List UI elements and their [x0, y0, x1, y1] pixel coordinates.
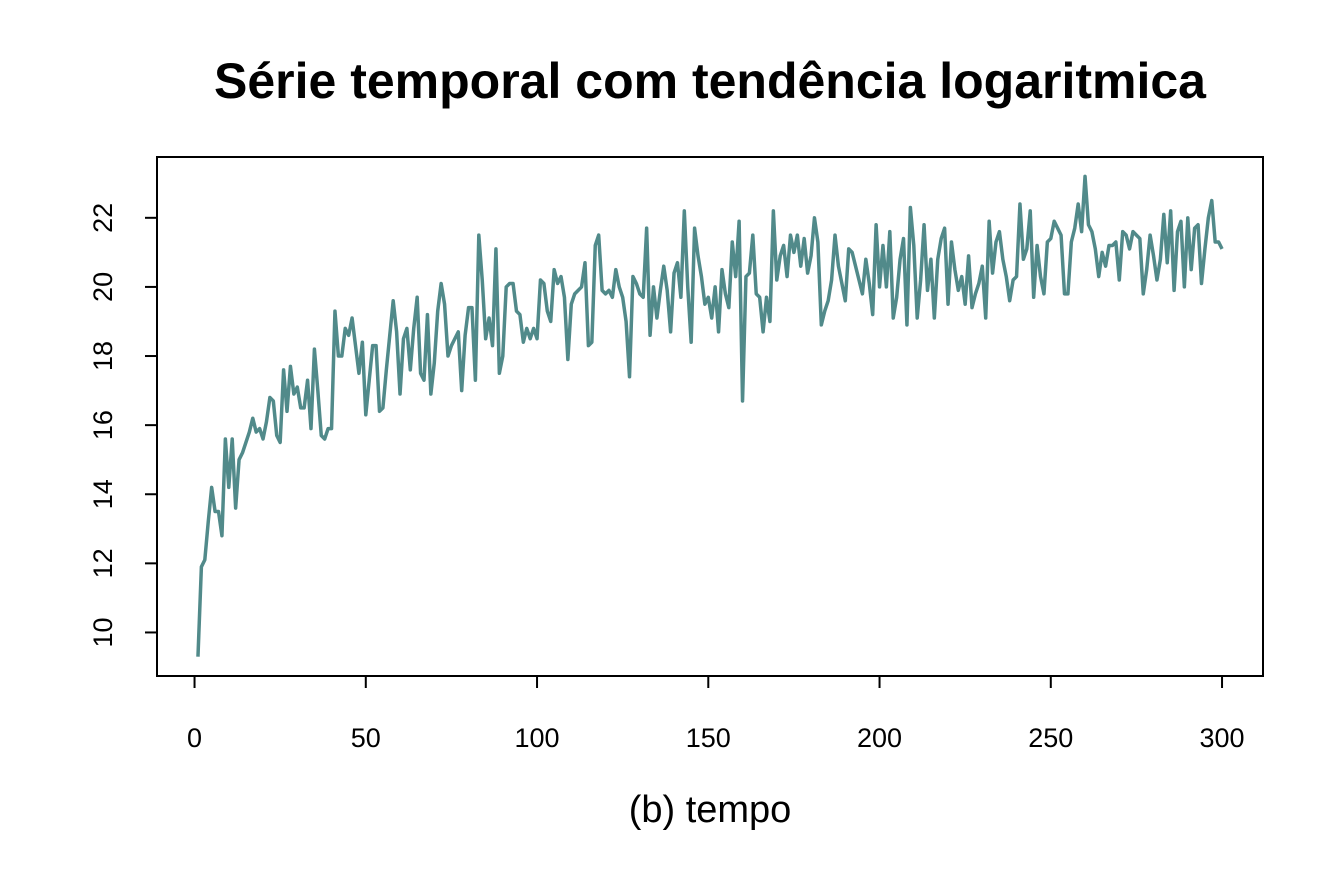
y-tick-label: 18 [88, 341, 118, 371]
x-tick-label: 150 [686, 723, 731, 753]
x-tick-label: 250 [1028, 723, 1073, 753]
y-tick-label: 20 [88, 272, 118, 302]
y-tick-label: 16 [88, 410, 118, 440]
plot-box [156, 156, 1264, 677]
x-tick-label: 0 [187, 723, 202, 753]
y-tick-label: 22 [88, 203, 118, 233]
x-tick-label: 50 [351, 723, 381, 753]
y-tick-label: 14 [88, 479, 118, 509]
x-tick-label: 300 [1200, 723, 1245, 753]
x-tick-label: 200 [857, 723, 902, 753]
chart-title: Série temporal com tendência logaritmica [214, 53, 1207, 109]
series-line [196, 174, 1224, 657]
y-tick-label: 12 [88, 548, 118, 578]
x-axis-label: (b) tempo [629, 789, 792, 831]
y-tick-label: 10 [88, 617, 118, 647]
x-tick-label: 100 [515, 723, 560, 753]
